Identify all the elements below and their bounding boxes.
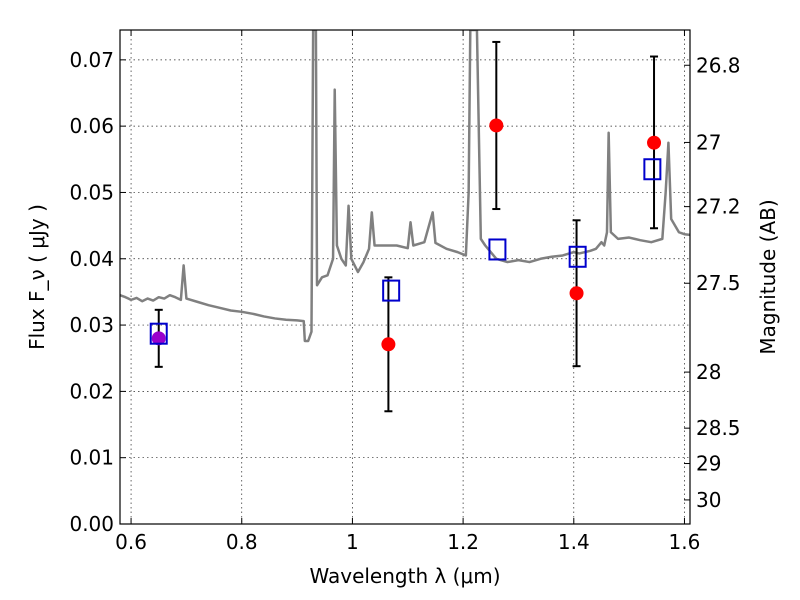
- observed-point: [151, 331, 166, 346]
- observed-point: [569, 286, 584, 301]
- right-tick-labels: 26.8 27 27.2 27.5 28 28.5 29 30: [696, 53, 741, 512]
- plot-frame: [119, 29, 691, 525]
- right-axis-title: Magnitude (AB): [756, 199, 780, 354]
- y-tick-label: 0.03: [69, 313, 114, 337]
- model-points: [149, 158, 662, 345]
- x-tick-label: 0.8: [226, 530, 258, 554]
- y-tick-labels: 0.00 0.01 0.02 0.03 0.04 0.05 0.06 0.07: [69, 48, 114, 536]
- model-point: [643, 158, 662, 181]
- model-point: [149, 322, 168, 345]
- spectrum-line: [120, 30, 690, 343]
- model-point: [382, 279, 401, 302]
- spectrum-layer: [120, 30, 690, 343]
- right-tick-label: 30: [696, 488, 721, 512]
- model-point: [568, 245, 587, 268]
- y-tick-label: 0.04: [69, 247, 114, 271]
- x-axis-title: Wavelength λ (μm): [309, 564, 500, 588]
- right-tick-label: 27.5: [696, 271, 741, 295]
- x-tick-label: 0.6: [115, 530, 147, 554]
- observed-point: [489, 118, 504, 133]
- ticks: [120, 30, 690, 525]
- right-tick-label: 27.2: [696, 195, 741, 219]
- right-tick-label: 28: [696, 360, 721, 384]
- model-point: [488, 238, 507, 261]
- observed-point: [647, 135, 662, 150]
- y-tick-label: 0.00: [69, 512, 114, 536]
- observed-points: [151, 118, 662, 352]
- x-tick-label: 1.2: [447, 530, 479, 554]
- errorbars: [154, 40, 659, 413]
- right-tick-label: 27: [696, 130, 721, 154]
- observed-point: [381, 337, 396, 352]
- y-tick-label: 0.02: [69, 379, 114, 403]
- y-tick-label: 0.07: [69, 48, 114, 72]
- y-tick-label: 0.05: [69, 180, 114, 204]
- right-tick-label: 26.8: [696, 53, 741, 77]
- right-tick-label: 29: [696, 452, 721, 476]
- grid-lines: [120, 30, 690, 525]
- y-tick-label: 0.01: [69, 446, 114, 470]
- y-axis-title: Flux F_ν ( μJy ): [25, 204, 49, 350]
- x-tick-label: 1.4: [558, 530, 590, 554]
- x-tick-label: 1.6: [669, 530, 701, 554]
- y-tick-label: 0.06: [69, 114, 114, 138]
- x-tick-label: 1: [346, 530, 359, 554]
- right-tick-label: 28.5: [696, 416, 741, 440]
- x-tick-labels: 0.6 0.8 1 1.2 1.4 1.6: [115, 530, 700, 554]
